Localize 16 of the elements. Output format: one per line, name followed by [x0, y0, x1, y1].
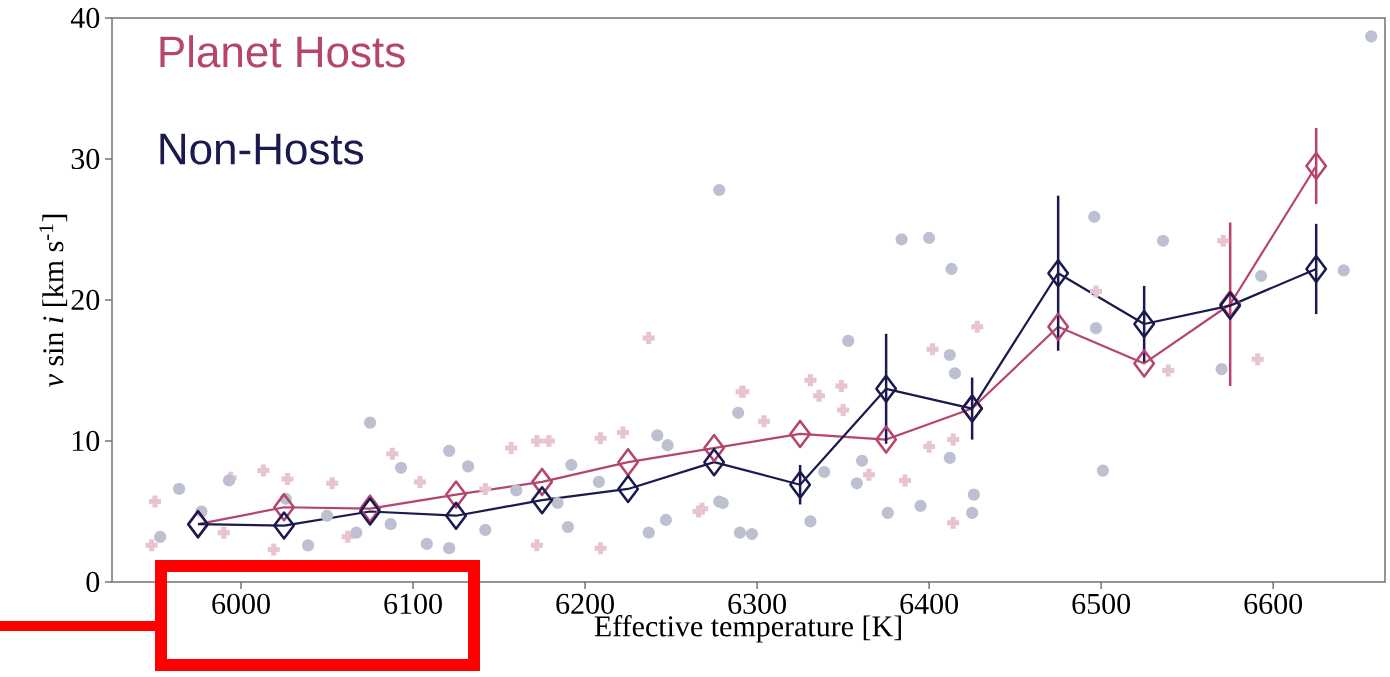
y-tick-label: 0 — [86, 571, 100, 593]
y-tick-label: 40 — [70, 7, 100, 29]
y-tick-label: 30 — [71, 148, 100, 170]
x-tick-label: 6500 — [1072, 593, 1131, 614]
x-tick-label: 6300 — [728, 593, 786, 614]
y-tick-label: 10 — [72, 430, 100, 452]
text: Non-Hosts — [160, 133, 364, 165]
x-tick-label: 6000 — [212, 593, 270, 614]
x-axis-title: Effective temperature [K] — [594, 615, 901, 643]
x-tick-label: 6600 — [1244, 593, 1303, 614]
y-tick-label: 20 — [71, 289, 100, 311]
y-axis-title: v sin i [km s$^{-1}$] — [39, 214, 68, 387]
x-tick-label: 6200 — [556, 593, 614, 614]
text: Planet Hosts — [160, 35, 405, 68]
x-tick-label: 6400 — [900, 593, 958, 614]
x-tick-label: 6100 — [384, 593, 442, 614]
